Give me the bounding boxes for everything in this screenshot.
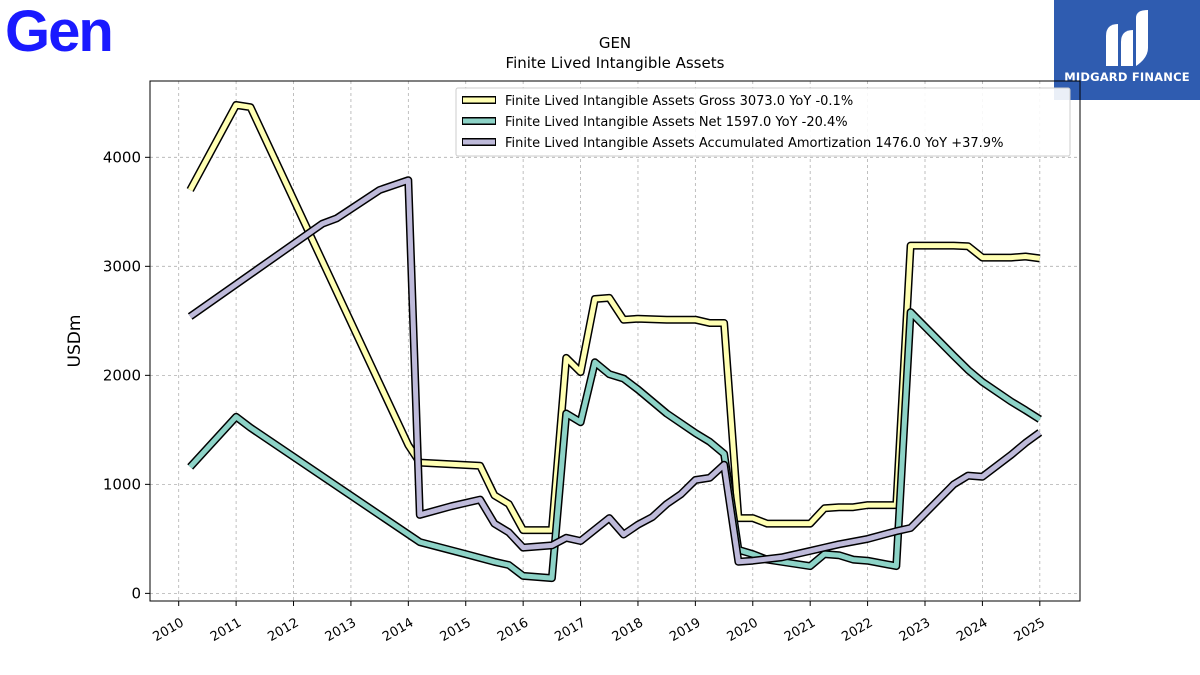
series-lines <box>186 101 1043 583</box>
series-line-fill <box>188 102 1041 533</box>
x-tick-label: 2011 <box>208 615 244 645</box>
publisher-name: MIDGARD FINANCE <box>1064 70 1190 84</box>
publisher-logo-icon <box>1106 10 1148 66</box>
chart-subtitle: Finite Lived Intangible Assets <box>506 54 725 72</box>
x-tick-label: 2018 <box>610 615 646 645</box>
y-tick-label: 3000 <box>103 257 141 275</box>
legend-box <box>455 87 1071 157</box>
chart-title: GEN <box>599 34 631 52</box>
y-tick-label: 2000 <box>103 366 141 384</box>
legend-entry: Finite Lived Intangible Assets Accumulat… <box>505 136 1003 151</box>
x-tick-label: 2022 <box>839 615 875 645</box>
x-tick-label: 2014 <box>380 615 416 645</box>
x-tick-label: 2019 <box>667 615 703 645</box>
brand-logo: Gen <box>5 0 114 64</box>
y-axis-label: USDm <box>65 315 85 368</box>
x-tick-label: 2012 <box>265 615 301 645</box>
y-tick-label: 0 <box>131 584 141 602</box>
x-tick-label: 2015 <box>438 615 474 645</box>
x-tick-label: 2025 <box>1012 615 1048 645</box>
legend-entry: Finite Lived Intangible Assets Net 1597.… <box>505 115 848 130</box>
x-tick-label: 2017 <box>552 615 588 645</box>
x-tick-label: 2020 <box>725 615 761 645</box>
x-tick-label: 2010 <box>151 615 187 645</box>
series-line-3 <box>187 176 1043 566</box>
y-tick-label: 1000 <box>103 475 141 493</box>
x-tick-label: 2013 <box>323 615 359 645</box>
series-line-outline <box>187 176 1043 566</box>
publisher-badge: MIDGARD FINANCE <box>1054 0 1200 100</box>
x-tick-label: 2021 <box>782 615 818 645</box>
series-line-fill <box>188 177 1042 565</box>
y-tick-label: 4000 <box>103 148 141 166</box>
plot-frame <box>149 80 1081 602</box>
series-line-fill <box>188 309 1042 581</box>
legend-entry: Finite Lived Intangible Assets Gross 307… <box>505 94 853 109</box>
series-line-outline <box>187 308 1042 583</box>
x-tick-label: 2016 <box>495 615 531 645</box>
chart-legend: Finite Lived Intangible Assets Gross 307… <box>455 87 1071 157</box>
series-line-1 <box>186 101 1041 535</box>
x-tick-label: 2024 <box>954 615 990 645</box>
series-line-2 <box>187 308 1042 583</box>
x-tick-label: 2023 <box>897 615 933 645</box>
